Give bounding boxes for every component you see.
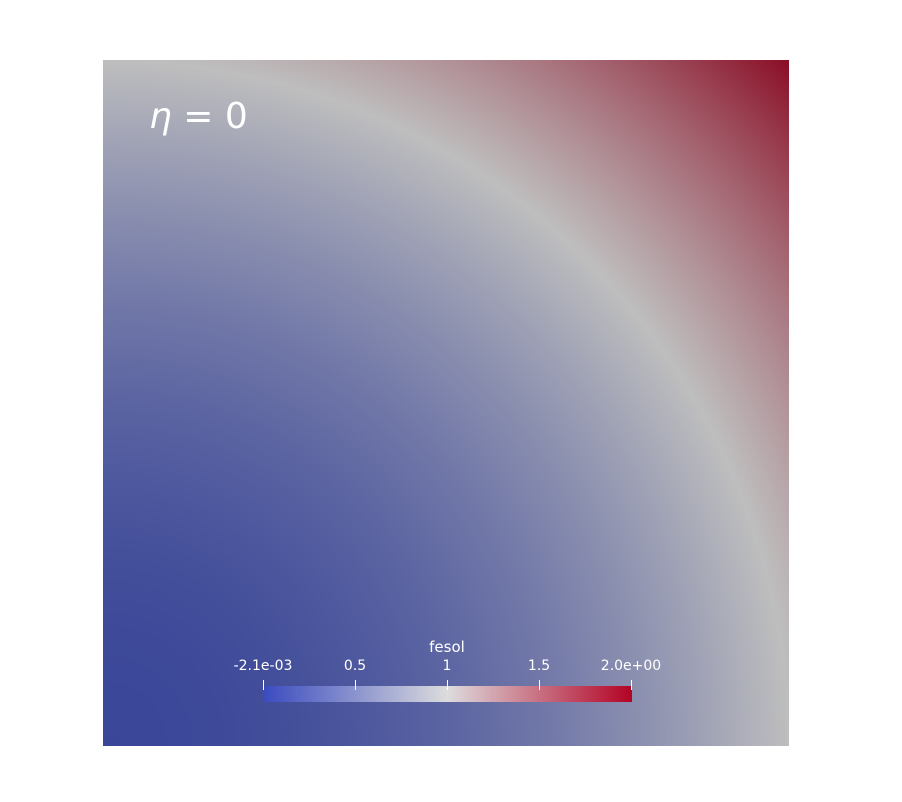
colorbar-tick-label: 1.5	[527, 658, 551, 674]
colorbar-tick	[447, 680, 448, 690]
colorbar-tick-label: 1	[442, 658, 452, 674]
colorbar	[263, 686, 632, 702]
render-viewport[interactable]: η = 0 fesol -2.1e-03 0.5 1 1.5 2.0e+00	[103, 60, 789, 746]
colorbar-title: fesol	[429, 638, 465, 656]
colorbar-tick	[355, 680, 356, 690]
colorbar-tick	[631, 680, 632, 690]
solution-field-plot	[103, 60, 789, 746]
colorbar-tick-label: 0.5	[343, 658, 367, 674]
eta-annotation: η = 0	[149, 96, 248, 137]
colorbar-tick	[539, 680, 540, 690]
colorbar-tick-label: 2.0e+00	[600, 658, 662, 674]
eta-value: = 0	[171, 96, 248, 137]
colorbar-tick	[263, 680, 264, 690]
colorbar-tick-label: -2.1e-03	[233, 658, 293, 674]
eta-symbol: η	[149, 96, 172, 137]
